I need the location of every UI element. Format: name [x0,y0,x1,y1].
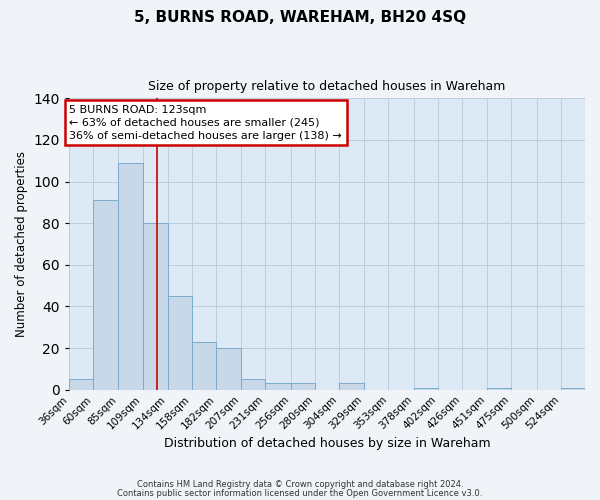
Text: 5 BURNS ROAD: 123sqm
← 63% of detached houses are smaller (245)
36% of semi-deta: 5 BURNS ROAD: 123sqm ← 63% of detached h… [70,104,342,141]
Bar [192,342,216,390]
Title: Size of property relative to detached houses in Wareham: Size of property relative to detached ho… [148,80,506,93]
Bar [118,163,143,390]
Bar [290,384,315,390]
Text: Contains public sector information licensed under the Open Government Licence v3: Contains public sector information licen… [118,489,482,498]
Bar [265,384,290,390]
Bar [561,388,585,390]
Bar [413,388,438,390]
Text: 5, BURNS ROAD, WAREHAM, BH20 4SQ: 5, BURNS ROAD, WAREHAM, BH20 4SQ [134,10,466,25]
Bar [487,388,511,390]
Bar [216,348,241,390]
Bar [93,200,118,390]
Bar [69,380,93,390]
X-axis label: Distribution of detached houses by size in Wareham: Distribution of detached houses by size … [164,437,490,450]
Text: Contains HM Land Registry data © Crown copyright and database right 2024.: Contains HM Land Registry data © Crown c… [137,480,463,489]
Bar [143,223,168,390]
Y-axis label: Number of detached properties: Number of detached properties [15,151,28,337]
Bar [168,296,192,390]
Bar [339,384,364,390]
Bar [241,380,265,390]
